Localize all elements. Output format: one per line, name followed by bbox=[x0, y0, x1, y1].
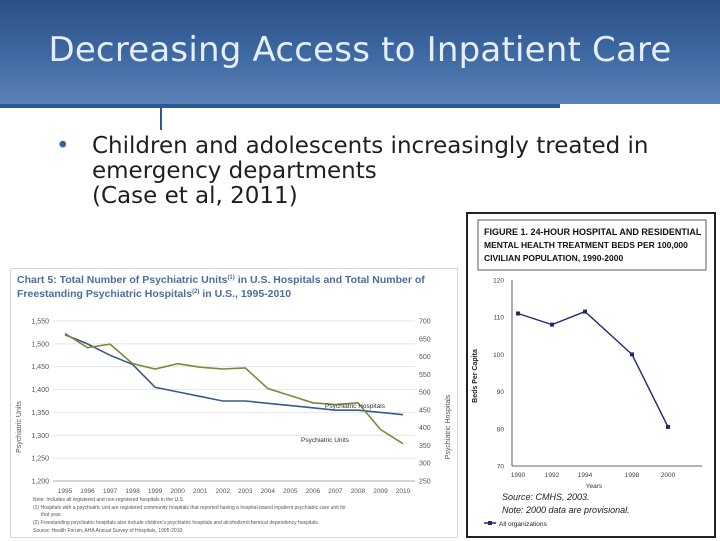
x-tick: 2003 bbox=[238, 488, 253, 495]
x-tick: 1998 bbox=[625, 472, 640, 479]
y-tick: 80 bbox=[497, 426, 505, 433]
legend-marker bbox=[488, 521, 492, 525]
figure-1-svg: FIGURE 1. 24-HOUR HOSPITAL AND RESIDENTI… bbox=[472, 219, 707, 528]
figure-title-line2: MENTAL HEALTH TREATMENT BEDS PER 100,000 bbox=[484, 240, 688, 250]
title-banner bbox=[0, 0, 720, 104]
chart-title-line2: Freestanding Psychiatric Hospitals(2) in… bbox=[17, 288, 291, 300]
x-tick: 2009 bbox=[373, 488, 388, 495]
data-point bbox=[630, 352, 634, 357]
x-tick: 2002 bbox=[215, 488, 230, 495]
y-tick-right: 700 bbox=[419, 319, 431, 326]
y-tick-right: 250 bbox=[419, 479, 431, 486]
y-tick-left: 1,400 bbox=[31, 387, 49, 394]
y-tick-right: 550 bbox=[419, 372, 431, 379]
x-tick: 2004 bbox=[261, 488, 276, 495]
y-tick: 100 bbox=[493, 352, 504, 359]
x-axis-label: Years bbox=[586, 483, 603, 490]
decorative-stripe bbox=[0, 104, 560, 108]
x-tick: 2005 bbox=[283, 488, 298, 495]
bullet-dot-icon: • bbox=[56, 133, 70, 159]
chart-5-svg: Chart 5: Total Number of Psychiatric Uni… bbox=[16, 274, 452, 534]
y-tick-left: 1,250 bbox=[31, 456, 49, 463]
y-axis-left-label: Psychiatric Units bbox=[16, 401, 23, 453]
x-tick: 1997 bbox=[103, 488, 118, 495]
x-tick: 2001 bbox=[193, 488, 208, 495]
x-tick: 1999 bbox=[148, 488, 163, 495]
slide-title: Decreasing Access to Inpatient Care bbox=[48, 30, 672, 70]
legend-label: All organizations bbox=[499, 521, 547, 528]
x-tick: 1994 bbox=[578, 472, 593, 479]
psychiatric-units-chart: Chart 5: Total Number of Psychiatric Uni… bbox=[10, 268, 458, 538]
data-point bbox=[516, 311, 520, 316]
y-tick-left: 1,200 bbox=[31, 479, 49, 486]
series-line bbox=[517, 310, 669, 428]
treatment-beds-figure: FIGURE 1. 24-HOUR HOSPITAL AND RESIDENTI… bbox=[466, 212, 716, 538]
y-tick-right: 400 bbox=[419, 425, 431, 432]
x-tick: 2010 bbox=[396, 488, 411, 495]
x-tick: 2000 bbox=[661, 472, 676, 479]
x-tick: 2007 bbox=[328, 488, 343, 495]
y-tick-right: 500 bbox=[419, 390, 431, 397]
x-tick: 1990 bbox=[511, 472, 526, 479]
series-line bbox=[64, 333, 404, 416]
y-tick-left: 1,350 bbox=[31, 410, 49, 417]
y-tick: 70 bbox=[497, 464, 505, 471]
x-tick: 2000 bbox=[170, 488, 185, 495]
y-tick-left: 1,450 bbox=[31, 364, 49, 371]
chart-note: Note: Includes all registered and non-re… bbox=[33, 497, 184, 503]
series-label-hospitals: Psychiatric Hospitals bbox=[325, 403, 386, 410]
data-point bbox=[666, 424, 670, 429]
y-tick-left: 1,300 bbox=[31, 433, 49, 440]
y-tick-left: 1,550 bbox=[31, 319, 49, 326]
chart-note: (1) Hospitals with a psychiatric unit ar… bbox=[33, 505, 346, 511]
x-tick: 1995 bbox=[58, 488, 73, 495]
y-axis-label: Beds Per Capita bbox=[472, 349, 479, 403]
figure-title-box bbox=[477, 219, 707, 271]
x-tick: 1998 bbox=[125, 488, 140, 495]
series-label-units: Psychiatric Units bbox=[301, 437, 350, 444]
y-tick: 120 bbox=[493, 278, 504, 285]
data-point bbox=[583, 309, 587, 314]
figure-title-line3: CIVILIAN POPULATION, 1990-2000 bbox=[484, 253, 623, 263]
y-tick-right: 600 bbox=[419, 354, 431, 361]
x-tick: 2006 bbox=[306, 488, 321, 495]
series-line bbox=[64, 332, 404, 445]
y-tick-right: 350 bbox=[419, 443, 431, 450]
y-tick-right: 300 bbox=[419, 461, 431, 468]
chart-note: Source: Health Forum, AHA Annual Survey … bbox=[33, 528, 184, 534]
y-tick-right: 450 bbox=[419, 407, 431, 414]
y-tick: 110 bbox=[494, 315, 505, 322]
x-tick: 2008 bbox=[351, 488, 366, 495]
bullet-line: (Case et al, 2011) bbox=[92, 183, 298, 209]
data-point bbox=[550, 322, 554, 327]
chart-note: that year. bbox=[41, 512, 62, 518]
bullet-line: Children and adolescents increasingly tr… bbox=[92, 133, 649, 159]
y-tick-right: 650 bbox=[419, 336, 431, 343]
bullet-line: emergency departments bbox=[92, 158, 377, 184]
chart-title-line1: Chart 5: Total Number of Psychiatric Uni… bbox=[17, 274, 425, 286]
figure-source: Source: CMHS, 2003. bbox=[502, 492, 590, 502]
decorative-stripe bbox=[160, 108, 562, 130]
x-tick: 1996 bbox=[80, 488, 95, 495]
figure-note: Note: 2000 data are provisional. bbox=[502, 505, 630, 515]
y-axis-right-label: Psychiatric Hospitals bbox=[445, 394, 452, 459]
y-tick-left: 1,500 bbox=[31, 341, 49, 348]
x-tick: 1992 bbox=[545, 472, 560, 479]
chart-note: (2) Freestanding psychiatric hospitals a… bbox=[33, 520, 319, 526]
figure-title-line1: FIGURE 1. 24-HOUR HOSPITAL AND RESIDENTI… bbox=[484, 227, 702, 237]
y-tick: 90 bbox=[497, 389, 505, 396]
